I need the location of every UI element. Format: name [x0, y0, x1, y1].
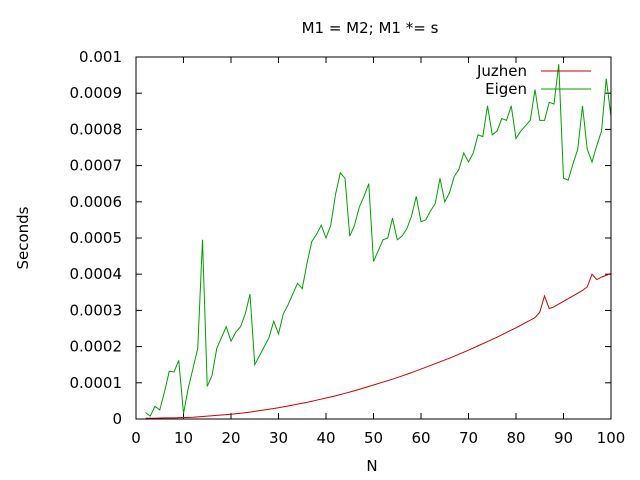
- x-tick-label: 80: [506, 429, 525, 447]
- y-tick-label: 0.0005: [70, 229, 123, 247]
- series-line-eigen: [145, 64, 612, 417]
- x-tick-label: 30: [269, 429, 288, 447]
- y-tick-label: 0.0003: [70, 301, 123, 319]
- x-tick-label: 0: [131, 429, 141, 447]
- y-tick-label: 0.0002: [70, 338, 123, 356]
- y-tick-label: 0.001: [79, 48, 122, 66]
- x-tick-label: 70: [459, 429, 478, 447]
- y-tick-label: 0.0009: [70, 84, 123, 102]
- y-tick-label: 0: [112, 410, 122, 428]
- x-tick-label: 60: [411, 429, 430, 447]
- legend-label-eigen: Eigen: [485, 80, 527, 98]
- x-tick-label: 90: [554, 429, 573, 447]
- x-tick-label: 100: [597, 429, 626, 447]
- y-tick-label: 0.0007: [70, 157, 123, 175]
- x-axis-label: N: [366, 457, 377, 475]
- series-layer: [145, 64, 612, 419]
- x-tick-label: 20: [221, 429, 240, 447]
- y-tick-label: 0.0001: [70, 374, 123, 392]
- chart-title: M1 = M2; M1 *= s: [302, 19, 439, 37]
- series-line-juzhen: [145, 273, 612, 419]
- y-axis-label: Seconds: [14, 206, 32, 269]
- legend-label-juzhen: Juzhen: [476, 62, 527, 80]
- y-tick-label: 0.0004: [70, 265, 123, 283]
- plot-frame: [135, 56, 612, 420]
- y-tick-label: 0.0008: [70, 120, 123, 138]
- x-tick-label: 50: [364, 429, 383, 447]
- x-tick-label: 10: [174, 429, 193, 447]
- y-tick-label: 0.0006: [70, 193, 123, 211]
- x-tick-label: 40: [316, 429, 335, 447]
- axis-ticks: 0 10 20 30 40 50 60 70 80 90 100 0 0.0001 0.0002 0.000…: [70, 48, 626, 447]
